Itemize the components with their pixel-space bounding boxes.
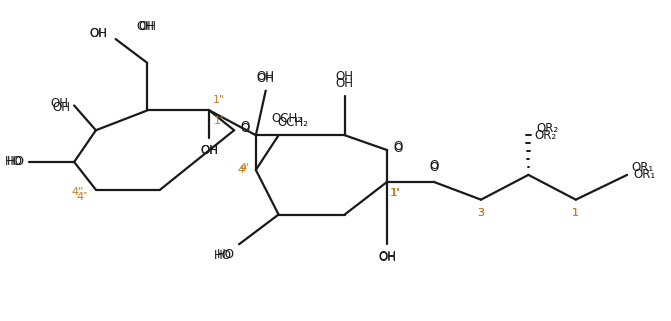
Text: OH: OH — [201, 144, 219, 157]
Text: 1': 1' — [391, 188, 401, 198]
Text: 4″: 4″ — [76, 192, 88, 202]
Text: OH: OH — [257, 72, 274, 85]
Text: 1: 1 — [572, 208, 579, 218]
Text: HO: HO — [217, 248, 235, 261]
Text: 4": 4" — [72, 187, 84, 197]
Text: O: O — [393, 140, 403, 152]
Text: 3: 3 — [478, 208, 484, 218]
Text: OH: OH — [257, 70, 274, 83]
Text: 1': 1' — [390, 188, 401, 198]
Text: HO: HO — [7, 155, 25, 169]
Text: OCH₂: OCH₂ — [272, 112, 303, 125]
Text: OH: OH — [52, 100, 70, 114]
Text: OCH₂: OCH₂ — [278, 116, 309, 129]
Text: HO: HO — [214, 249, 232, 262]
Text: OR₂: OR₂ — [536, 122, 558, 135]
Text: OH: OH — [90, 27, 108, 39]
Text: OH: OH — [378, 250, 396, 263]
Text: O: O — [429, 161, 438, 174]
Text: OH: OH — [138, 20, 156, 33]
Text: 3: 3 — [478, 208, 484, 218]
Text: 4': 4' — [238, 165, 248, 175]
Text: OH: OH — [336, 70, 354, 83]
Text: O: O — [240, 120, 250, 133]
Text: OH: OH — [201, 144, 219, 157]
Text: O: O — [240, 122, 250, 135]
Text: O: O — [429, 159, 438, 172]
Text: 1": 1" — [213, 95, 225, 106]
Text: 1″: 1″ — [213, 117, 225, 126]
Text: OH: OH — [336, 77, 354, 90]
Text: OH: OH — [50, 97, 68, 110]
Text: OR₁: OR₁ — [631, 161, 654, 174]
Text: 1: 1 — [572, 208, 579, 218]
Text: OH: OH — [136, 20, 154, 33]
Text: HO: HO — [5, 155, 23, 169]
Text: OH: OH — [90, 27, 108, 39]
Text: 4': 4' — [240, 163, 250, 173]
Text: OR₁: OR₁ — [633, 169, 656, 181]
Text: OH: OH — [378, 251, 396, 264]
Text: O: O — [393, 142, 403, 155]
Text: OR₂: OR₂ — [534, 129, 556, 142]
